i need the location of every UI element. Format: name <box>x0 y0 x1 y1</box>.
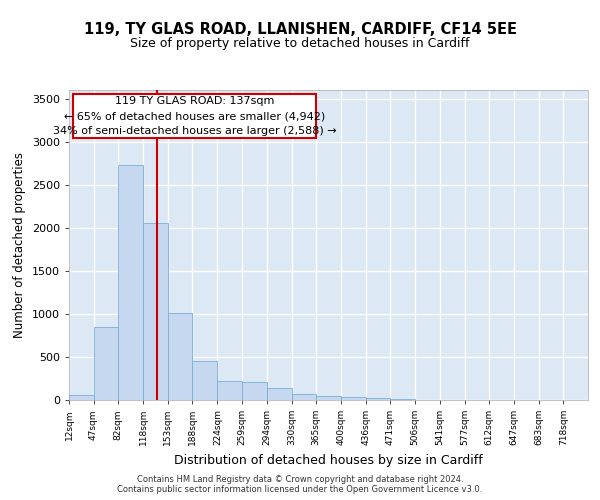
Y-axis label: Number of detached properties: Number of detached properties <box>13 152 26 338</box>
Bar <box>316 396 341 400</box>
Bar <box>118 165 143 400</box>
Bar <box>69 395 94 400</box>
Bar <box>168 313 192 400</box>
Text: 119, TY GLAS ROAD, LLANISHEN, CARDIFF, CF14 5EE: 119, TY GLAS ROAD, LLANISHEN, CARDIFF, C… <box>83 22 517 38</box>
Bar <box>73 94 316 138</box>
Bar <box>366 398 391 400</box>
Bar <box>266 388 292 400</box>
Text: Size of property relative to detached houses in Cardiff: Size of property relative to detached ho… <box>130 38 470 51</box>
Bar <box>391 398 415 400</box>
Bar <box>217 380 242 400</box>
Text: 119 TY GLAS ROAD: 137sqm
← 65% of detached houses are smaller (4,942)
34% of sem: 119 TY GLAS ROAD: 137sqm ← 65% of detach… <box>53 96 336 136</box>
Bar <box>192 361 217 400</box>
Bar <box>143 222 168 400</box>
Bar <box>94 327 118 400</box>
Text: Contains HM Land Registry data © Crown copyright and database right 2024.
Contai: Contains HM Land Registry data © Crown c… <box>118 474 482 494</box>
Bar <box>341 396 366 400</box>
Bar <box>242 382 266 400</box>
X-axis label: Distribution of detached houses by size in Cardiff: Distribution of detached houses by size … <box>174 454 483 466</box>
Bar <box>292 394 316 400</box>
